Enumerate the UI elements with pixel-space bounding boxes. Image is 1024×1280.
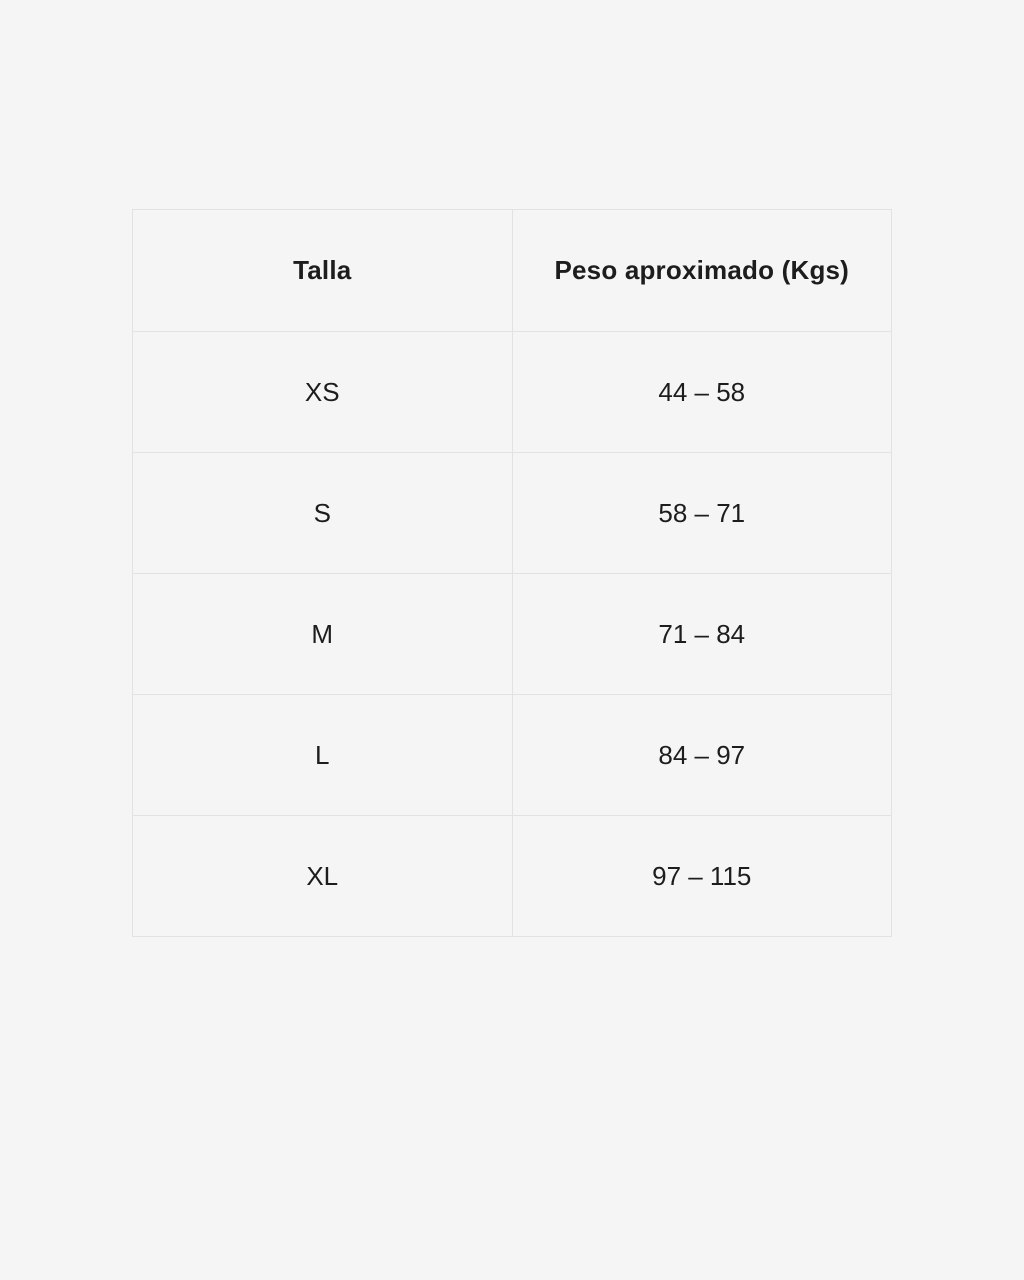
cell-talla: S: [132, 452, 513, 574]
column-header-talla: Talla: [132, 209, 513, 332]
table-row: XS 44 – 58: [132, 331, 892, 453]
cell-peso: 71 – 84: [511, 573, 892, 695]
size-chart-table: Talla Peso aproximado (Kgs) XS 44 – 58 S…: [132, 209, 892, 937]
cell-peso: 44 – 58: [511, 331, 892, 453]
table-row: L 84 – 97: [132, 694, 892, 816]
cell-peso: 97 – 115: [511, 815, 892, 937]
cell-peso: 58 – 71: [511, 452, 892, 574]
cell-talla: XL: [132, 815, 513, 937]
cell-talla: M: [132, 573, 513, 695]
table-row: M 71 – 84: [132, 573, 892, 695]
cell-talla: L: [132, 694, 513, 816]
table-header-row: Talla Peso aproximado (Kgs): [132, 209, 892, 332]
column-header-peso: Peso aproximado (Kgs): [511, 209, 892, 332]
cell-peso: 84 – 97: [511, 694, 892, 816]
table-row: XL 97 – 115: [132, 815, 892, 937]
cell-talla: XS: [132, 331, 513, 453]
table-row: S 58 – 71: [132, 452, 892, 574]
